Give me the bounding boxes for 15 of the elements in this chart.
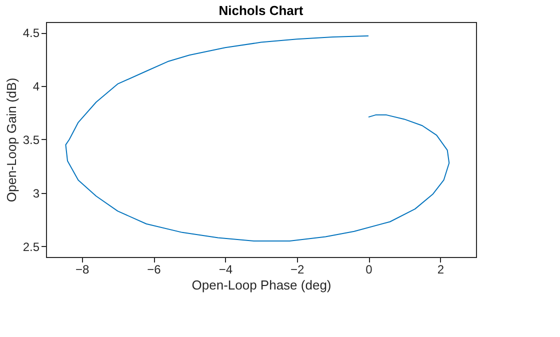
- x-axis-title: Open-Loop Phase (deg): [192, 278, 332, 292]
- y-tick-label: 3: [32, 186, 40, 200]
- x-tick-label: 0: [366, 262, 373, 276]
- x-tick-label: −8: [75, 262, 90, 276]
- y-tick-label: 2.5: [22, 240, 40, 254]
- y-tick-label: 3.5: [22, 133, 40, 147]
- x-tick-label: −4: [218, 262, 233, 276]
- x-tick-label: −6: [147, 262, 162, 276]
- x-tick-label: 2: [437, 262, 444, 276]
- y-axis-title: Open-Loop Gain (dB): [4, 78, 19, 202]
- y-tick-label: 4.5: [22, 26, 40, 40]
- chart-title: Nichols Chart: [218, 3, 304, 18]
- y-tick-label: 4: [32, 80, 40, 94]
- x-tick-label: −2: [290, 262, 304, 276]
- line-series: [65, 35, 450, 242]
